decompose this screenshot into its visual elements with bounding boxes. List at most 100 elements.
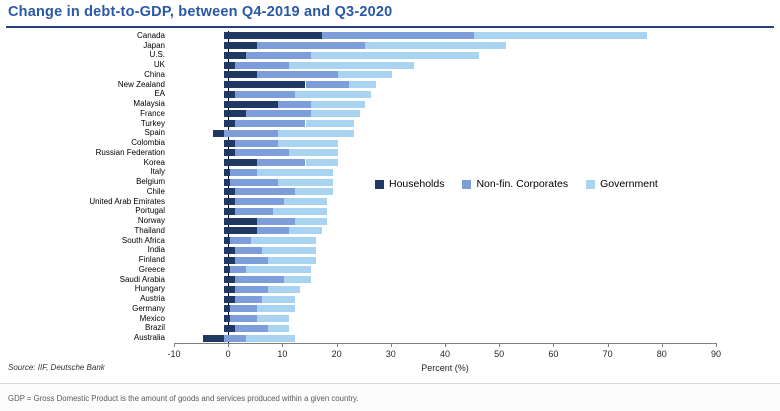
- chart-rows: Canada Japan U.S. UK China New Zealand EA Malay…: [0, 31, 780, 343]
- bar-segment-households: [224, 139, 236, 147]
- bar-segment-government: [310, 100, 366, 108]
- source-note: Source: IIF, Deutsche Bank: [8, 363, 105, 372]
- bar-segment-government: [473, 32, 647, 40]
- x-tick-mark: [228, 343, 230, 347]
- chart-row: Norway: [0, 216, 780, 226]
- chart-row: EA: [0, 90, 780, 100]
- category-label: Canada: [136, 30, 165, 40]
- bar-segment-government: [262, 246, 317, 254]
- bar-segment-government: [310, 110, 360, 118]
- bar-stack: [170, 333, 712, 343]
- bar-stack: [170, 197, 712, 207]
- bar-segment-government: [256, 168, 333, 176]
- bar-segment-government: [305, 159, 339, 167]
- x-tick-mark: [282, 343, 284, 347]
- x-tick-label: -10: [167, 349, 181, 359]
- chart-row: Thailand: [0, 226, 780, 236]
- chart-row: Spain: [0, 129, 780, 139]
- chart-row: Saudi Arabia: [0, 275, 780, 285]
- bar-stack: [170, 129, 712, 139]
- bar-segment-non-fin-corporates: [256, 217, 295, 225]
- bar-segment-non-fin-corporates: [235, 149, 290, 157]
- category-label: United Arab Emirates: [89, 196, 165, 206]
- chart-row: India: [0, 246, 780, 256]
- category-label: Greece: [138, 264, 165, 274]
- chart-row: Turkey: [0, 119, 780, 129]
- bar-segment-government: [338, 71, 393, 79]
- chart-row: Greece: [0, 265, 780, 275]
- bar-segment-non-fin-corporates: [305, 81, 349, 89]
- bar-stack: [170, 119, 712, 129]
- bar-segment-households: [224, 61, 236, 69]
- bar-segment-non-fin-corporates: [235, 207, 273, 215]
- chart-row: Italy: [0, 168, 780, 178]
- bar-stack: [170, 294, 712, 304]
- chart-row: United Arab Emirates: [0, 197, 780, 207]
- bar-stack: [170, 80, 712, 90]
- bar-segment-non-fin-corporates: [256, 159, 306, 167]
- bar-stack: [170, 158, 712, 168]
- bar-segment-government: [305, 120, 355, 128]
- x-tick-label: 0: [225, 349, 231, 359]
- chart-title: Change in debt-to-GDP, between Q4-2019 a…: [8, 4, 393, 20]
- bar-segment-households: [224, 276, 236, 284]
- legend-label: Non-fin. Corporates: [476, 178, 569, 190]
- x-tick-mark: [607, 343, 609, 347]
- x-tick-mark: [499, 343, 501, 347]
- bar-segment-government: [278, 139, 338, 147]
- bar-segment-households: [213, 129, 225, 137]
- bar-segment-households: [224, 120, 236, 128]
- bar-segment-households: [224, 295, 236, 303]
- category-label: Hungary: [134, 284, 165, 294]
- bar-stack: [170, 324, 712, 334]
- bar-stack: [170, 90, 712, 100]
- bar-segment-households: [224, 71, 257, 79]
- bar-segment-non-fin-corporates: [256, 42, 366, 50]
- bar-segment-households: [224, 178, 230, 186]
- bar-stack: [170, 226, 712, 236]
- bar-segment-households: [224, 217, 257, 225]
- bar-stack: [170, 314, 712, 324]
- bar-stack: [170, 138, 712, 148]
- bar-stack: [170, 275, 712, 285]
- category-label: China: [144, 69, 165, 79]
- category-label: India: [147, 245, 165, 255]
- bar-segment-non-fin-corporates: [229, 178, 279, 186]
- bar-segment-government: [278, 178, 333, 186]
- bar-segment-non-fin-corporates: [256, 71, 339, 79]
- category-label: Australia: [133, 333, 165, 343]
- chart-row: New Zealand: [0, 80, 780, 90]
- chart-row: Malaysia: [0, 99, 780, 109]
- x-tick-label: 90: [710, 349, 721, 359]
- chart-row: Belgium: [0, 177, 780, 187]
- bar-segment-households: [224, 237, 230, 245]
- x-tick-label: 30: [385, 349, 396, 359]
- bar-segment-non-fin-corporates: [229, 266, 246, 274]
- bar-stack: [170, 177, 712, 187]
- bar-segment-households: [224, 285, 236, 293]
- legend-swatch: [586, 179, 596, 189]
- bar-segment-households: [224, 198, 236, 206]
- bar-segment-non-fin-corporates: [235, 139, 279, 147]
- bar-segment-households: [224, 149, 236, 157]
- x-tick-mark: [661, 343, 663, 347]
- category-label: Norway: [137, 216, 165, 226]
- bar-segment-government: [262, 295, 295, 303]
- bar-stack: [170, 31, 712, 41]
- bar-segment-non-fin-corporates: [224, 129, 279, 137]
- bar-stack: [170, 246, 712, 256]
- chart-row: Austria: [0, 294, 780, 304]
- bar-segment-government: [278, 129, 355, 137]
- bar-stack: [170, 148, 712, 158]
- category-label: EA: [154, 89, 165, 99]
- bar-segment-government: [272, 207, 328, 215]
- chart-row: UK: [0, 60, 780, 70]
- bar-segment-government: [289, 149, 338, 157]
- bar-segment-government: [256, 305, 295, 313]
- bar-stack: [170, 255, 712, 265]
- bar-segment-government: [256, 315, 290, 323]
- legend-label: Government: [600, 178, 658, 190]
- chart-row: Brazil: [0, 324, 780, 334]
- category-label: Thailand: [134, 225, 165, 235]
